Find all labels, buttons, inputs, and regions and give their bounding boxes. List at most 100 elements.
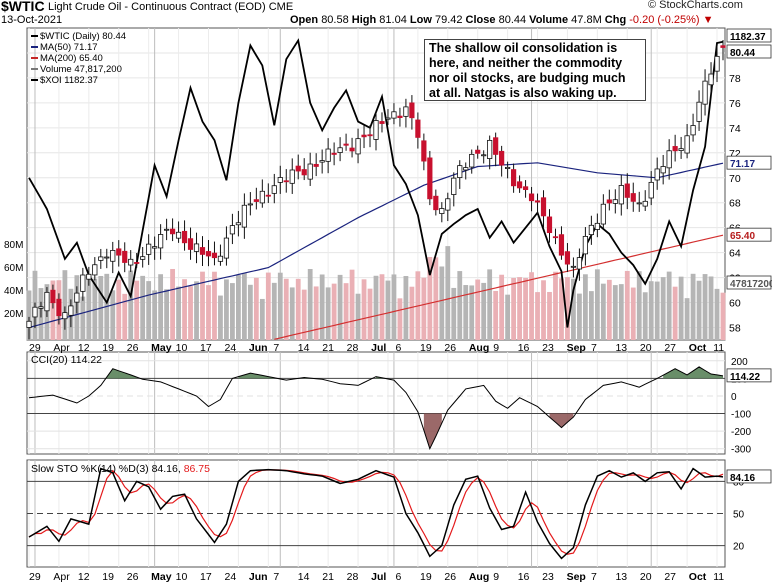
- volume-bar: [337, 274, 343, 340]
- x-tick-label: Aug: [469, 571, 489, 583]
- chg-down-icon: ▼: [702, 14, 714, 26]
- volume-bar: [409, 286, 415, 340]
- x-tick-label: 10: [176, 571, 188, 583]
- x-tick-label: 6: [396, 342, 402, 354]
- volume-bar: [325, 287, 331, 340]
- candle-body: [343, 143, 349, 146]
- candle-body: [528, 193, 535, 202]
- x-tick-label: 19: [102, 342, 114, 354]
- candle-body: [463, 167, 469, 171]
- volume-bar: [553, 271, 558, 340]
- price-tick-label: 72: [729, 148, 741, 160]
- x-tick-label: Sep: [567, 342, 586, 354]
- candle-body: [44, 291, 50, 312]
- volume-bar: [218, 295, 223, 340]
- candle-body: [56, 298, 62, 317]
- x-tick-label: 27: [664, 571, 676, 583]
- candle-body: [367, 134, 373, 137]
- candle-body: [146, 243, 152, 255]
- x-tick-label: 16: [518, 571, 530, 583]
- candle-body: [421, 140, 427, 162]
- symbol-title: $WTIC: [1, 0, 45, 14]
- volume-bar: [355, 293, 361, 340]
- volume-bar: [200, 271, 205, 340]
- volume-bar: [343, 283, 349, 340]
- sto-tick-label: 20: [733, 542, 745, 553]
- volume-bar: [517, 277, 522, 340]
- volume-bar: [469, 285, 475, 340]
- candle-body: [235, 222, 241, 226]
- volume-bar: [50, 280, 56, 340]
- volume-bar: [265, 272, 271, 340]
- candle-body: [576, 257, 583, 270]
- x-tick-label: 26: [444, 342, 456, 354]
- price-tick-label: 68: [729, 198, 741, 210]
- candle-body: [594, 222, 600, 230]
- candle-body: [361, 134, 367, 138]
- volume-bar: [307, 269, 313, 340]
- candle-body: [684, 135, 690, 154]
- volume-bar: [690, 273, 696, 340]
- candle-body: [169, 228, 176, 235]
- volume-bar: [588, 291, 594, 340]
- candle-body: [516, 181, 523, 189]
- x-tick-label: 23: [542, 342, 554, 354]
- cci-tick-label: 0: [731, 392, 737, 403]
- volume-bar: [230, 283, 235, 340]
- candle-body: [193, 243, 200, 252]
- x-tick-label: 19: [102, 571, 114, 583]
- x-tick-label: May: [151, 571, 172, 583]
- volume-bar: [445, 246, 451, 340]
- volume-bar: [648, 281, 654, 340]
- legend-entry: Volume 47,817,200: [40, 64, 122, 75]
- x-tick-label: 7: [273, 571, 279, 583]
- volume-bar: [594, 269, 600, 340]
- candle-body: [283, 180, 289, 183]
- volume-bar: [176, 286, 181, 340]
- cci-overbought-fill: [663, 366, 723, 379]
- x-tick-label: Jun: [249, 342, 268, 354]
- volume-tick-label: 20M: [4, 309, 23, 320]
- x-tick-label: 19: [420, 342, 432, 354]
- cci-last-badge-box: [726, 368, 772, 383]
- candle-body: [289, 169, 295, 184]
- x-tick-label: 13: [615, 342, 627, 354]
- ma200-line: [274, 234, 724, 340]
- xoi-badge: 1182.37: [730, 32, 766, 43]
- x-tick-label: 17: [200, 571, 212, 583]
- x-tick-label: Apr: [53, 571, 70, 583]
- cci-tick-label: -300: [731, 445, 751, 456]
- volume-bar: [212, 271, 217, 340]
- volume-bar: [206, 285, 211, 340]
- legend-entry: MA(200) 65.40: [40, 53, 103, 64]
- volume-bar: [241, 273, 247, 340]
- annotation-line: here, and neither the commodity: [429, 56, 623, 70]
- volume-bar: [313, 286, 319, 340]
- volume-bar: [636, 271, 642, 340]
- volume-bar: [547, 291, 552, 340]
- instrument-name: Light Crude Oil - Continuous Contract (E…: [48, 1, 293, 13]
- sto-last-badge-box: [726, 469, 772, 484]
- candle-body: [415, 119, 421, 138]
- low-value: 79.42: [434, 14, 463, 26]
- candle-body: [152, 246, 158, 249]
- candle-body: [50, 289, 56, 304]
- volume-bar: [116, 279, 122, 340]
- x-tick-label: 21: [322, 571, 334, 583]
- volume-bar: [319, 274, 325, 340]
- x-tick-label: 12: [78, 342, 90, 354]
- volume-bar: [475, 279, 481, 340]
- candle-body: [511, 169, 517, 187]
- candle-body: [128, 258, 134, 266]
- volume-tick-label: 80M: [4, 240, 23, 251]
- volume-bar: [146, 281, 152, 340]
- x-tick-label: 28: [347, 342, 359, 354]
- volume-bar: [349, 269, 355, 340]
- volume-bar: [600, 283, 606, 340]
- x-tick-label: 23: [542, 571, 554, 583]
- x-tick-label: Jul: [371, 342, 386, 354]
- candle-body: [439, 208, 445, 214]
- annotation-line: at all. Natgas is also waking up.: [429, 86, 617, 100]
- volume-bar: [493, 290, 499, 340]
